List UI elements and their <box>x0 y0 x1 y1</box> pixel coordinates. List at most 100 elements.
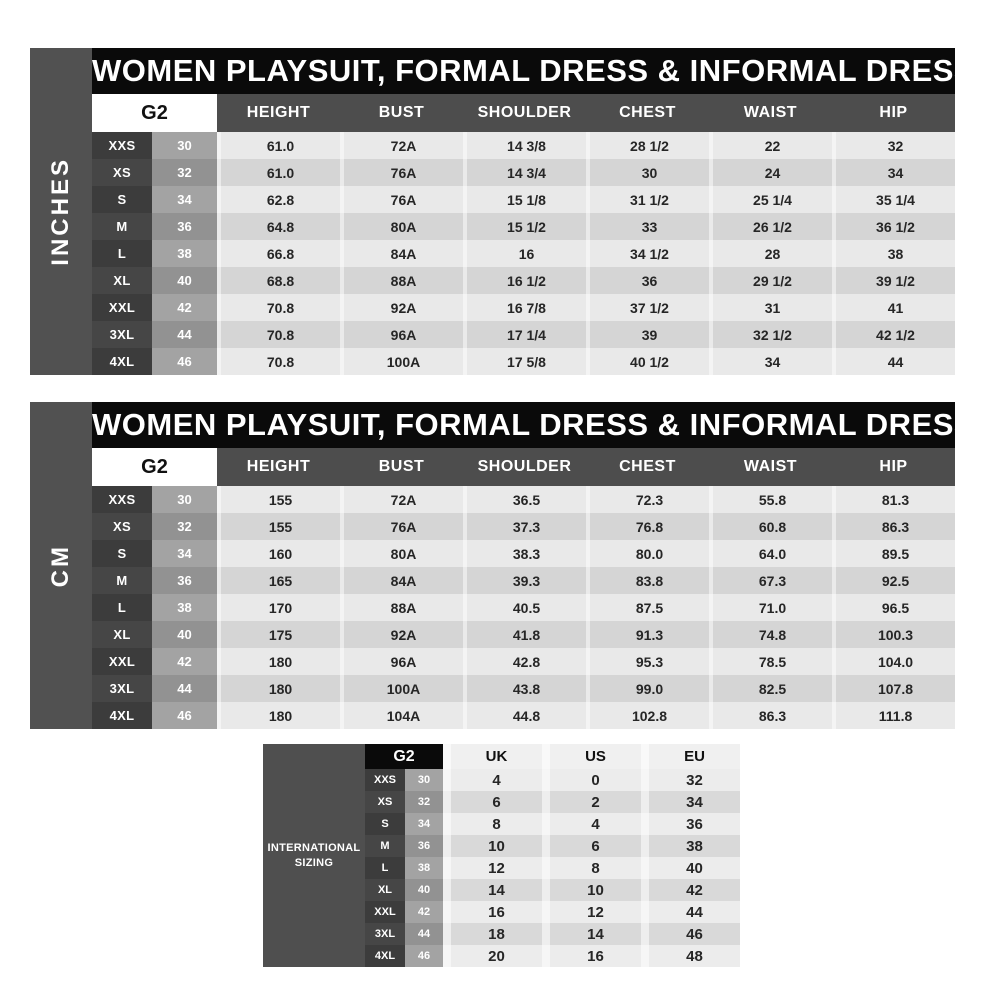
measure-value-cell: 72A <box>340 132 463 159</box>
measure-value-cell: 68.8 <box>217 267 340 294</box>
measure-value-cell: 71.0 <box>709 594 832 621</box>
size-label-cell: L <box>92 594 152 621</box>
measure-value-cell: 36.5 <box>463 486 586 513</box>
measure-value-cell: 38.3 <box>463 540 586 567</box>
measure-value-cell: 16 7/8 <box>463 294 586 321</box>
size-label-cell: S <box>92 540 152 567</box>
g2-size-cell: 38 <box>152 240 217 267</box>
conversion-value-cell: 14 <box>443 879 542 901</box>
column-header-shoulder: SHOULDER <box>463 448 586 486</box>
g2-size-cell: 32 <box>405 791 443 813</box>
conversion-value-cell: 38 <box>641 835 740 857</box>
column-header-height: HEIGHT <box>217 448 340 486</box>
measure-value-cell: 74.8 <box>709 621 832 648</box>
measure-value-cell: 81.3 <box>832 486 955 513</box>
size-label-cell: XS <box>92 159 152 186</box>
cm-table: CM WOMEN PLAYSUIT, FORMAL DRESS & INFORM… <box>30 402 955 729</box>
column-header-hip: HIP <box>832 448 955 486</box>
size-label-cell: XXL <box>365 901 405 923</box>
conversion-value-cell: 4 <box>542 813 641 835</box>
unit-label-cm: CM <box>47 543 74 588</box>
size-label-cell: XXL <box>92 648 152 675</box>
measure-value-cell: 86.3 <box>709 702 832 729</box>
measure-value-cell: 89.5 <box>832 540 955 567</box>
measure-value-cell: 32 <box>832 132 955 159</box>
measure-value-cell: 44 <box>832 348 955 375</box>
measure-value-cell: 29 1/2 <box>709 267 832 294</box>
measure-value-cell: 170 <box>217 594 340 621</box>
measure-value-cell: 35 1/4 <box>832 186 955 213</box>
measure-value-cell: 70.8 <box>217 321 340 348</box>
conversion-value-cell: 10 <box>542 879 641 901</box>
measure-value-cell: 28 <box>709 240 832 267</box>
measure-value-cell: 165 <box>217 567 340 594</box>
size-label-cell: 3XL <box>365 923 405 945</box>
measure-value-cell: 87.5 <box>586 594 709 621</box>
g2-size-cell: 46 <box>152 702 217 729</box>
conversion-value-cell: 48 <box>641 945 740 967</box>
conversion-value-cell: 8 <box>443 813 542 835</box>
g2-size-cell: 40 <box>152 267 217 294</box>
column-header-waist: WAIST <box>709 94 832 132</box>
measure-value-cell: 31 1/2 <box>586 186 709 213</box>
measure-value-cell: 30 <box>586 159 709 186</box>
international-table: INTERNATIONAL SIZING G2 UK US EU XXS 30 4 0 32 XS 3… <box>263 744 740 967</box>
g2-size-cell: 46 <box>405 945 443 967</box>
size-label-cell: XXS <box>92 486 152 513</box>
measure-value-cell: 22 <box>709 132 832 159</box>
conversion-value-cell: 16 <box>542 945 641 967</box>
size-label-cell: S <box>92 186 152 213</box>
inches-table-title: WOMEN PLAYSUIT, FORMAL DRESS & INFORMAL … <box>92 48 955 94</box>
measure-value-cell: 26 1/2 <box>709 213 832 240</box>
measure-value-cell: 83.8 <box>586 567 709 594</box>
international-grid: INTERNATIONAL SIZING G2 UK US EU XXS 30 4 0 32 XS 3… <box>263 744 740 967</box>
measure-value-cell: 67.3 <box>709 567 832 594</box>
g2-header-cell: G2 <box>92 94 217 132</box>
measure-value-cell: 92A <box>340 621 463 648</box>
measure-value-cell: 38 <box>832 240 955 267</box>
measure-value-cell: 42 1/2 <box>832 321 955 348</box>
size-label-cell: XXL <box>92 294 152 321</box>
g2-size-cell: 44 <box>405 923 443 945</box>
measure-value-cell: 100A <box>340 348 463 375</box>
column-header-eu: EU <box>641 744 740 769</box>
measure-value-cell: 175 <box>217 621 340 648</box>
measure-value-cell: 37.3 <box>463 513 586 540</box>
conversion-value-cell: 34 <box>641 791 740 813</box>
measure-value-cell: 70.8 <box>217 348 340 375</box>
measure-value-cell: 96.5 <box>832 594 955 621</box>
g2-size-cell: 32 <box>152 159 217 186</box>
measure-value-cell: 42.8 <box>463 648 586 675</box>
g2-size-cell: 46 <box>152 348 217 375</box>
measure-value-cell: 31 <box>709 294 832 321</box>
g2-size-cell: 30 <box>405 769 443 791</box>
measure-value-cell: 14 3/8 <box>463 132 586 159</box>
column-header-shoulder: SHOULDER <box>463 94 586 132</box>
g2-size-cell: 42 <box>152 648 217 675</box>
g2-size-cell: 34 <box>152 540 217 567</box>
measure-value-cell: 41.8 <box>463 621 586 648</box>
conversion-value-cell: 42 <box>641 879 740 901</box>
g2-size-cell: 36 <box>152 213 217 240</box>
measure-value-cell: 61.0 <box>217 132 340 159</box>
inches-measurement-grid: G2 HEIGHT BUST SHOULDER CHEST WAIST HIP XXS 30 61… <box>92 94 955 375</box>
size-label-cell: L <box>92 240 152 267</box>
measure-value-cell: 82.5 <box>709 675 832 702</box>
measure-value-cell: 16 1/2 <box>463 267 586 294</box>
measure-value-cell: 24 <box>709 159 832 186</box>
measure-value-cell: 40.5 <box>463 594 586 621</box>
size-label-cell: 4XL <box>92 348 152 375</box>
g2-size-cell: 34 <box>405 813 443 835</box>
conversion-value-cell: 18 <box>443 923 542 945</box>
cm-table-body: WOMEN PLAYSUIT, FORMAL DRESS & INFORMAL … <box>92 402 955 729</box>
g2-size-cell: 30 <box>152 132 217 159</box>
measure-value-cell: 76A <box>340 159 463 186</box>
measure-value-cell: 102.8 <box>586 702 709 729</box>
measure-value-cell: 104A <box>340 702 463 729</box>
size-label-cell: M <box>365 835 405 857</box>
g2-size-cell: 38 <box>152 594 217 621</box>
g2-size-cell: 44 <box>152 675 217 702</box>
measure-value-cell: 88A <box>340 267 463 294</box>
measure-value-cell: 95.3 <box>586 648 709 675</box>
measure-value-cell: 66.8 <box>217 240 340 267</box>
